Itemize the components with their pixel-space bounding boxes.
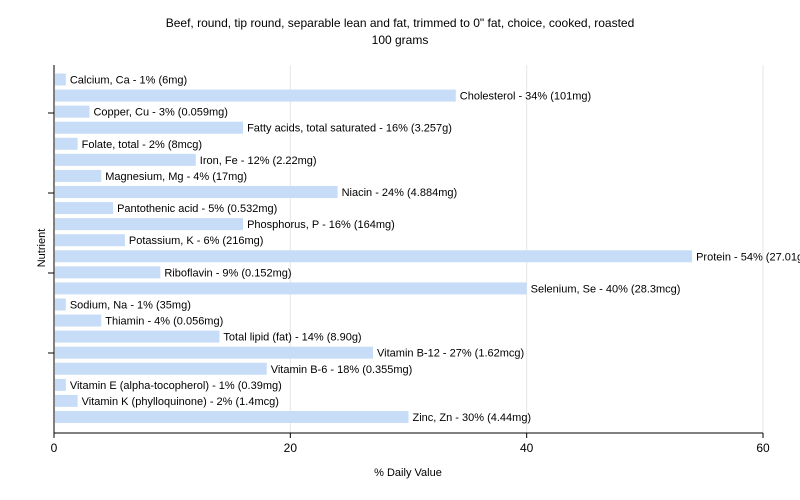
axes: 0 20 40 60 <box>48 65 770 455</box>
bar-label: Vitamin B-12 - 27% (1.62mcg) <box>377 348 524 360</box>
grid-lines <box>289 65 764 433</box>
bar <box>55 153 196 166</box>
y-axis-label: Nutrient <box>36 229 48 268</box>
bar <box>55 346 374 359</box>
bar <box>55 378 66 391</box>
bar-label: Magnesium, Mg - 4% (17mg) <box>105 171 247 183</box>
bar-label: Calcium, Ca - 1% (6mg) <box>70 75 187 87</box>
x-tick-label: 60 <box>756 441 770 455</box>
bar-label: Iron, Fe - 12% (2.22mg) <box>200 155 317 167</box>
bar <box>55 169 102 182</box>
x-axis-label: % Daily Value <box>374 467 442 479</box>
bar-label: Potassium, K - 6% (216mg) <box>129 235 264 247</box>
bar <box>55 73 66 86</box>
bar-label: Sodium, Na - 1% (35mg) <box>70 299 191 311</box>
bar-label: Selenium, Se - 40% (28.3mcg) <box>531 283 681 295</box>
bar <box>55 202 114 215</box>
bar <box>55 121 244 134</box>
bar <box>55 234 125 247</box>
bar-label: Pantothenic acid - 5% (0.532mg) <box>117 203 277 215</box>
bar <box>55 185 338 198</box>
bar <box>55 362 267 375</box>
bar <box>55 250 693 263</box>
x-tick-label: 40 <box>520 441 534 455</box>
x-tick-label: 0 <box>51 441 58 455</box>
bar <box>55 282 527 295</box>
bar-label: Folate, total - 2% (8mcg) <box>82 139 202 151</box>
bar <box>55 89 456 102</box>
bar-label: Copper, Cu - 3% (0.059mg) <box>93 107 228 119</box>
bar <box>55 314 102 327</box>
bar-label: Niacin - 24% (4.884mg) <box>342 187 458 199</box>
chart-title: Beef, round, tip round, separable lean a… <box>166 16 635 30</box>
bar <box>55 394 78 407</box>
bar-label: Protein - 54% (27.01g) <box>696 251 800 263</box>
chart-subtitle: 100 grams <box>372 33 429 47</box>
bar <box>55 218 244 231</box>
bar-label: Vitamin K (phylloquinone) - 2% (1.4mcg) <box>82 396 279 408</box>
bar-label: Total lipid (fat) - 14% (8.90g) <box>223 332 361 344</box>
bar <box>55 266 161 279</box>
bar-labels: Calcium, Ca - 1% (6mg) Cholesterol - 34% … <box>70 75 800 424</box>
bar-label: Vitamin B-6 - 18% (0.355mg) <box>271 364 413 376</box>
x-tick-label: 20 <box>284 441 298 455</box>
bar-label: Riboflavin - 9% (0.152mg) <box>164 267 291 279</box>
bar <box>55 410 409 423</box>
bar <box>55 330 220 343</box>
bar <box>55 137 78 150</box>
bar-label: Vitamin E (alpha-tocopherol) - 1% (0.39m… <box>70 380 282 392</box>
bar-label: Phosphorus, P - 16% (164mg) <box>247 219 395 231</box>
bar-label: Thiamin - 4% (0.056mg) <box>105 316 223 328</box>
bar-label: Fatty acids, total saturated - 16% (3.25… <box>247 123 452 135</box>
bar-label: Zinc, Zn - 30% (4.44mg) <box>413 412 532 424</box>
bars <box>55 73 693 423</box>
bar-label: Cholesterol - 34% (101mg) <box>460 91 591 103</box>
bar <box>55 105 90 118</box>
bar <box>55 298 66 311</box>
